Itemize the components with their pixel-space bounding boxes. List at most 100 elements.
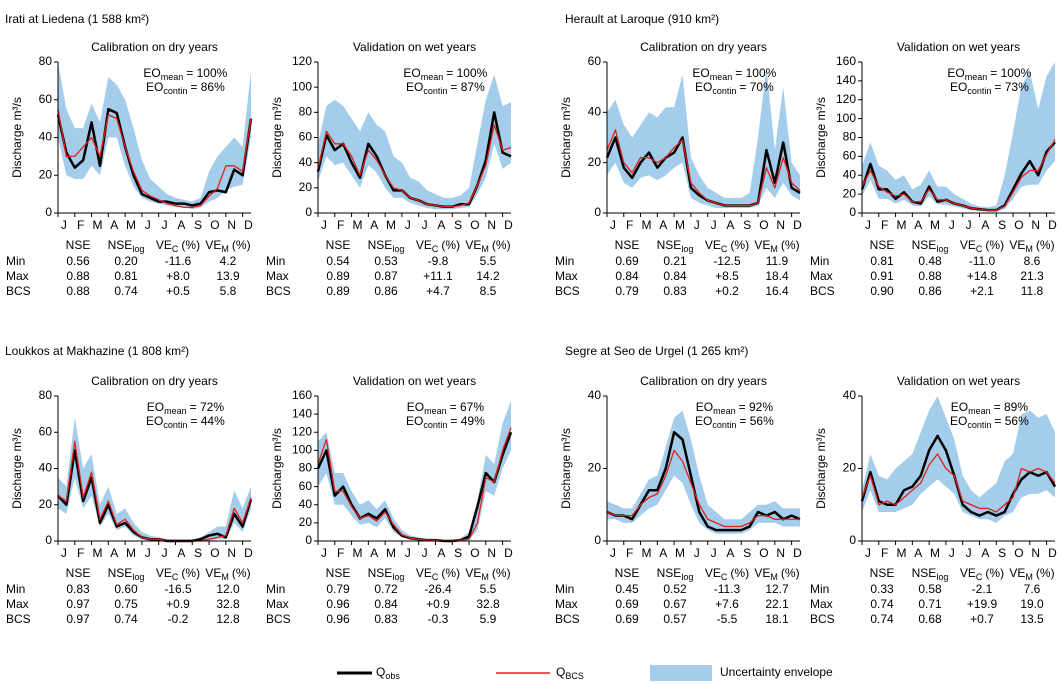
y-axis-label: Discharge m³/s bbox=[814, 428, 828, 509]
stats-cell: +0.2 bbox=[715, 284, 739, 298]
stats-header-sub: C bbox=[721, 244, 728, 254]
x-tick-label: A bbox=[981, 546, 989, 560]
stats-cell: 12.8 bbox=[216, 612, 240, 626]
bcs-line bbox=[317, 124, 512, 208]
bcs-line bbox=[606, 449, 800, 528]
stats-cell: 0.81 bbox=[114, 269, 138, 283]
stats-cell: 0.20 bbox=[114, 254, 138, 268]
stats-cell: 18.1 bbox=[765, 612, 789, 626]
observed-line bbox=[605, 136, 801, 207]
eo-annotation-rest: = 49% bbox=[450, 414, 485, 428]
stats-header-main: NSE bbox=[368, 566, 393, 580]
stats-row-label: Max bbox=[810, 597, 833, 611]
x-tick-label: J bbox=[610, 218, 616, 232]
y-tick-label: 40 bbox=[39, 461, 53, 475]
stats-cell: +4.7 bbox=[426, 284, 450, 298]
y-tick-label: 20 bbox=[299, 180, 313, 194]
chart-title: Validation on wet years bbox=[897, 40, 1020, 54]
x-tick-label: O bbox=[470, 546, 479, 560]
uncertainty-envelope bbox=[862, 62, 1055, 212]
stats-cell: 0.87 bbox=[374, 269, 398, 283]
chart-title: Calibration on dry years bbox=[640, 40, 767, 54]
x-tick-label: A bbox=[659, 546, 667, 560]
x-tick-label: J bbox=[865, 546, 871, 560]
stats-cell: 0.69 bbox=[615, 597, 639, 611]
stats-cell: -26.4 bbox=[424, 582, 452, 596]
x-tick-label: M bbox=[896, 218, 906, 232]
x-tick-label: S bbox=[194, 546, 202, 560]
x-tick-label: M bbox=[386, 218, 396, 232]
stats-header: NSE bbox=[870, 566, 895, 580]
x-tick-label: M bbox=[352, 218, 362, 232]
stats-cell: 0.86 bbox=[374, 284, 398, 298]
stats-header: NSElog bbox=[108, 238, 145, 254]
bcs-line bbox=[861, 453, 1056, 513]
stats-cell: 0.45 bbox=[615, 582, 639, 596]
stats-cell: 0.69 bbox=[615, 254, 639, 268]
x-tick-label: A bbox=[177, 546, 185, 560]
stats-header-sub: M bbox=[481, 572, 489, 582]
stats-header: VEC (%) bbox=[960, 566, 1004, 582]
y-tick-label: 100 bbox=[292, 79, 312, 93]
stats-cell: 22.1 bbox=[765, 597, 789, 611]
y-tick-label: 80 bbox=[299, 105, 313, 119]
x-tick-label: A bbox=[914, 218, 922, 232]
stats-cell: 0.60 bbox=[114, 582, 138, 596]
legend-label-main: Uncertainty envelope bbox=[720, 665, 833, 679]
uncertainty-envelope bbox=[607, 410, 800, 534]
eo-annotation: EOcontin = 87% bbox=[406, 80, 485, 96]
eo-annotation-main: EO bbox=[406, 414, 423, 428]
stats-cell: 0.72 bbox=[374, 582, 398, 596]
stats-header-sub: M bbox=[770, 244, 778, 254]
y-axis-label: Discharge m³/s bbox=[559, 428, 573, 509]
stats-row-label: Min bbox=[6, 254, 25, 268]
eo-annotation: EOmean = 100% bbox=[947, 66, 1031, 82]
stats-cell: 0.89 bbox=[326, 269, 350, 283]
stats-header: VEM (%) bbox=[205, 238, 250, 254]
x-tick-label: M bbox=[352, 546, 362, 560]
y-tick-label: 0 bbox=[305, 533, 312, 547]
chart-title: Calibration on dry years bbox=[91, 40, 218, 54]
stats-header: VEC (%) bbox=[705, 566, 749, 582]
stats-cell: 14.2 bbox=[476, 269, 500, 283]
bcs-line bbox=[606, 129, 801, 207]
eo-annotation-rest: = 100% bbox=[446, 66, 487, 80]
stats-cell: 0.21 bbox=[663, 254, 687, 268]
stats-header-sub: log bbox=[936, 572, 948, 582]
x-tick-label: D bbox=[244, 546, 253, 560]
y-tick-label: 120 bbox=[292, 424, 312, 438]
x-tick-label: F bbox=[626, 218, 633, 232]
stats-header-main: VE bbox=[960, 238, 976, 252]
stats-cell: 0.88 bbox=[918, 269, 942, 283]
eo-annotation-sub: mean bbox=[164, 406, 187, 416]
x-tick-label: S bbox=[454, 546, 462, 560]
stats-header-main: VE bbox=[205, 566, 221, 580]
y-tick-label: 140 bbox=[292, 406, 312, 420]
stats-header-rest: (%) bbox=[730, 238, 749, 252]
chart-title: Calibration on dry years bbox=[91, 374, 218, 388]
x-tick-label: M bbox=[930, 218, 940, 232]
uncertainty-envelope bbox=[607, 67, 800, 208]
eo-annotation-sub: mean bbox=[968, 406, 991, 416]
x-tick-label: D bbox=[244, 218, 253, 232]
stats-header-main: NSE bbox=[66, 566, 91, 580]
stats-header-main: VE bbox=[754, 238, 770, 252]
eo-annotation: EOcontin = 44% bbox=[146, 414, 225, 430]
stats-cell: +7.6 bbox=[715, 597, 739, 611]
stats-header-main: NSE bbox=[326, 566, 351, 580]
stats-cell: 19.0 bbox=[1020, 597, 1044, 611]
stats-cell: 0.68 bbox=[918, 612, 942, 626]
y-axis-label: Discharge m³/s bbox=[10, 428, 24, 509]
stats-cell: 0.96 bbox=[326, 612, 350, 626]
stats-row-label: Max bbox=[6, 269, 29, 283]
x-tick-label: M bbox=[92, 218, 102, 232]
y-tick-label: 40 bbox=[588, 388, 602, 402]
stats-row-label: Max bbox=[555, 269, 578, 283]
stats-header-main: NSE bbox=[657, 238, 682, 252]
stats-cell: +0.5 bbox=[166, 284, 190, 298]
y-axis-label: Discharge m³/s bbox=[559, 97, 573, 178]
x-tick-label: O bbox=[759, 218, 768, 232]
y-tick-label: 80 bbox=[39, 388, 53, 402]
eo-annotation-rest: = 73% bbox=[994, 80, 1029, 94]
